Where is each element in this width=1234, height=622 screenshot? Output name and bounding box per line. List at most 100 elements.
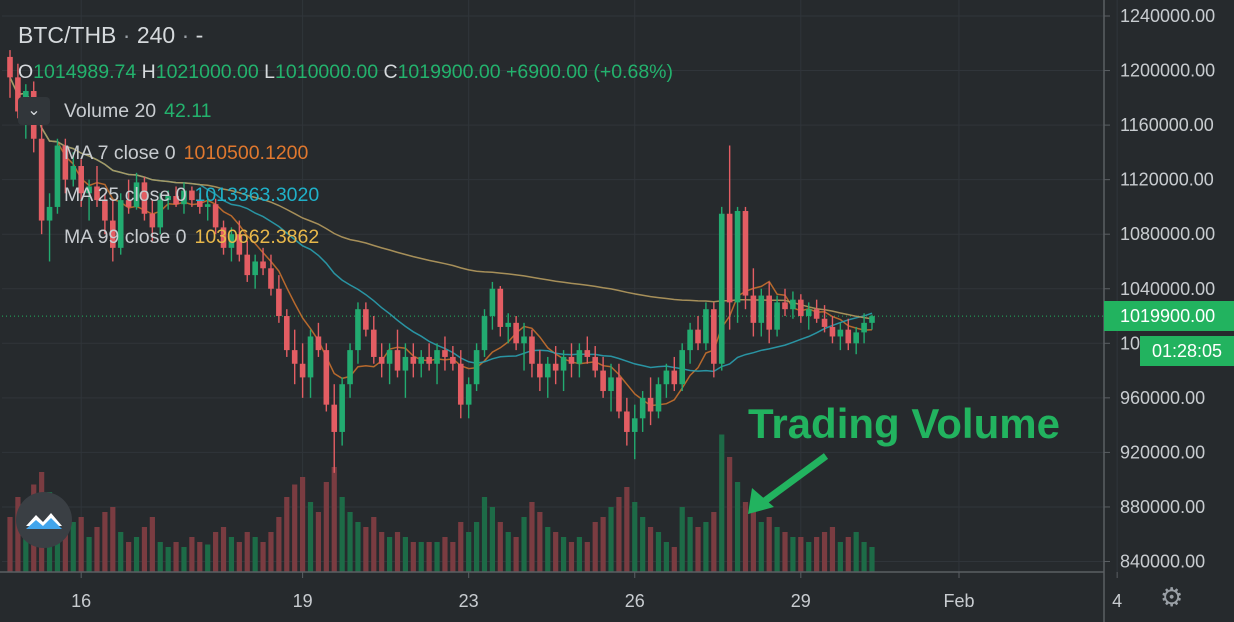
volume-bar: [165, 547, 171, 572]
candle-body: [473, 350, 480, 385]
volume-bar: [584, 542, 590, 572]
candle-body: [220, 227, 227, 248]
volume-bar: [426, 542, 432, 572]
candle-body: [639, 397, 646, 419]
volume-bar: [300, 477, 306, 572]
volume-bar: [655, 532, 662, 572]
volume-bar: [197, 542, 203, 572]
volume-bar: [347, 512, 353, 572]
volume-bar: [529, 502, 535, 572]
volume-bar: [220, 527, 227, 572]
volume-bar: [284, 497, 290, 572]
annotation-label: Trading Volume: [748, 400, 1060, 447]
candle-body: [655, 384, 662, 412]
candles: [7, 50, 875, 473]
volume-bar: [189, 537, 195, 572]
candle-body: [442, 350, 448, 357]
volume-bar: [118, 532, 124, 572]
volume-bar: [568, 542, 575, 572]
candle-body: [750, 295, 757, 323]
candle-body: [196, 200, 203, 207]
gear-icon[interactable]: ⚙: [1160, 582, 1184, 612]
volume-bar: [62, 507, 68, 572]
candle-body: [30, 91, 37, 139]
volume-bar: [268, 532, 274, 572]
volume-bar: [458, 522, 464, 572]
last-price: 1019900.00: [1120, 306, 1216, 326]
volume-bar: [133, 537, 140, 572]
candle-body: [521, 336, 527, 344]
candle-body: [434, 350, 440, 364]
candle-body: [94, 186, 100, 201]
volume-bar: [719, 434, 725, 572]
candle-body: [505, 322, 512, 327]
price-tick-label: 1080000.00: [1120, 224, 1215, 244]
candle-body: [742, 211, 749, 296]
candle-body: [283, 316, 290, 351]
volume-bar: [78, 517, 84, 572]
candle-body: [236, 234, 243, 255]
candle-body: [671, 370, 678, 385]
candle-body: [418, 356, 425, 364]
volume-bar: [663, 542, 669, 572]
candle-body: [315, 336, 322, 351]
price-tick-label: 1200000.00: [1120, 61, 1215, 81]
annotation-arrow: [748, 453, 829, 514]
volume-bar: [102, 512, 108, 572]
candle-body: [291, 350, 298, 364]
candle-body: [54, 145, 61, 207]
volume-bar: [489, 507, 496, 572]
mountain-logo-icon[interactable]: [16, 492, 72, 548]
volume-bar: [418, 542, 424, 572]
time-tick-label: 19: [293, 591, 313, 611]
candle-body: [616, 377, 622, 412]
volume-bar: [402, 537, 409, 572]
candle-body: [552, 363, 559, 371]
candle-body: [378, 356, 385, 364]
candle-body: [141, 182, 148, 214]
volume-bar: [679, 507, 685, 572]
volume-bar: [307, 502, 314, 572]
grid: [2, 0, 1118, 572]
volume-bar: [149, 517, 155, 572]
volume-bar: [481, 497, 488, 572]
volume-bar: [624, 487, 630, 572]
candle-body: [805, 309, 812, 317]
candle-body: [268, 268, 274, 289]
candle-body: [165, 196, 171, 201]
volume-bar: [632, 502, 638, 572]
candle-body: [829, 326, 836, 337]
candle-body: [813, 309, 820, 319]
candle-body: [46, 206, 53, 221]
candle-body: [489, 288, 496, 317]
volume-bar: [110, 507, 116, 572]
candle-body: [86, 186, 92, 194]
candle-body: [790, 299, 796, 310]
volume-bar: [861, 542, 867, 572]
volume-bar: [450, 542, 456, 572]
countdown: 01:28:05: [1151, 341, 1223, 361]
last-price-tag: 1019900.00: [1104, 301, 1234, 331]
volume-bar: [473, 522, 480, 572]
candle-body: [228, 234, 235, 248]
volume-bar: [86, 537, 92, 572]
candle-body: [149, 213, 156, 228]
volume-bar: [513, 537, 519, 572]
volume-bar: [600, 517, 606, 572]
price-tick-label: 1240000.00: [1120, 6, 1215, 26]
time-tick-label: 26: [625, 591, 645, 611]
volume-bar: [141, 527, 148, 572]
candle-body: [204, 204, 211, 207]
volume-bar: [711, 512, 717, 572]
volume-bar: [355, 522, 361, 572]
price-tick-label: 960000.00: [1120, 388, 1205, 408]
volume-bar: [442, 537, 448, 572]
volume-bar: [687, 517, 693, 572]
volume-bar: [23, 527, 29, 572]
candle-body: [62, 145, 69, 180]
volume-bar: [647, 527, 654, 572]
candle-body: [679, 350, 686, 385]
volume-bar: [323, 482, 329, 572]
